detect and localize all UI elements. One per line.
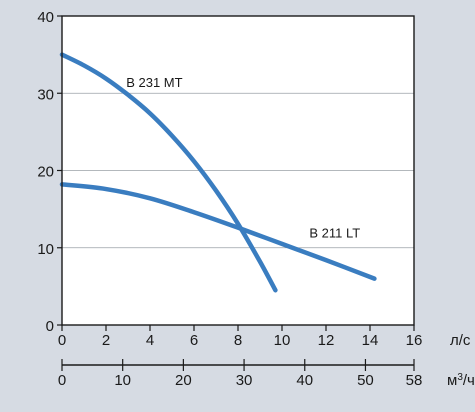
series-label-b231mt: B 231 MT <box>126 75 182 90</box>
x-tick-label: 12 <box>318 332 335 349</box>
x-tick-label: 0 <box>58 332 66 349</box>
y-tick-label: 30 <box>37 86 54 103</box>
x-tick-label: 8 <box>234 332 242 349</box>
x-tick-label: 2 <box>102 332 110 349</box>
x2-tick-label: 20 <box>175 372 192 389</box>
series-line-1 <box>59 182 377 281</box>
tick-labels: 0 10 20 30 40 0 2 4 6 8 10 12 14 16 0 10 20 30 40 50 58 <box>37 9 422 389</box>
x2-unit-base: м <box>447 372 457 389</box>
y-tick-label: 20 <box>37 164 54 181</box>
x2-tick-label: 0 <box>58 372 66 389</box>
x2-tick-label: 10 <box>114 372 131 389</box>
x-tick-label: 6 <box>190 332 198 349</box>
x2-tick-label: 40 <box>296 372 313 389</box>
data-series <box>59 52 377 293</box>
gridlines <box>62 92 414 249</box>
y-tick-label: 10 <box>37 241 54 258</box>
x-tick-label: 16 <box>406 332 423 349</box>
axes <box>57 15 415 371</box>
x-tick-label: 10 <box>274 332 291 349</box>
x2-tick-label: 30 <box>236 372 253 389</box>
series-line-0 <box>59 52 278 293</box>
x2-axis-unit-label: м3/ч <box>447 372 475 390</box>
x-tick-label: 14 <box>362 332 379 349</box>
x2-unit-sup: 3 <box>457 372 463 383</box>
x2-unit-tail: /ч <box>463 372 475 389</box>
x2-tick-label: 58 <box>406 372 423 389</box>
x2-tick-label: 50 <box>357 372 374 389</box>
y-tick-label: 0 <box>46 318 54 335</box>
x-axis-unit-label: л/с <box>450 332 471 349</box>
y-tick-label: 40 <box>37 9 54 26</box>
series-label-b211lt: B 211 LT <box>309 226 360 241</box>
x-tick-label: 4 <box>146 332 154 349</box>
